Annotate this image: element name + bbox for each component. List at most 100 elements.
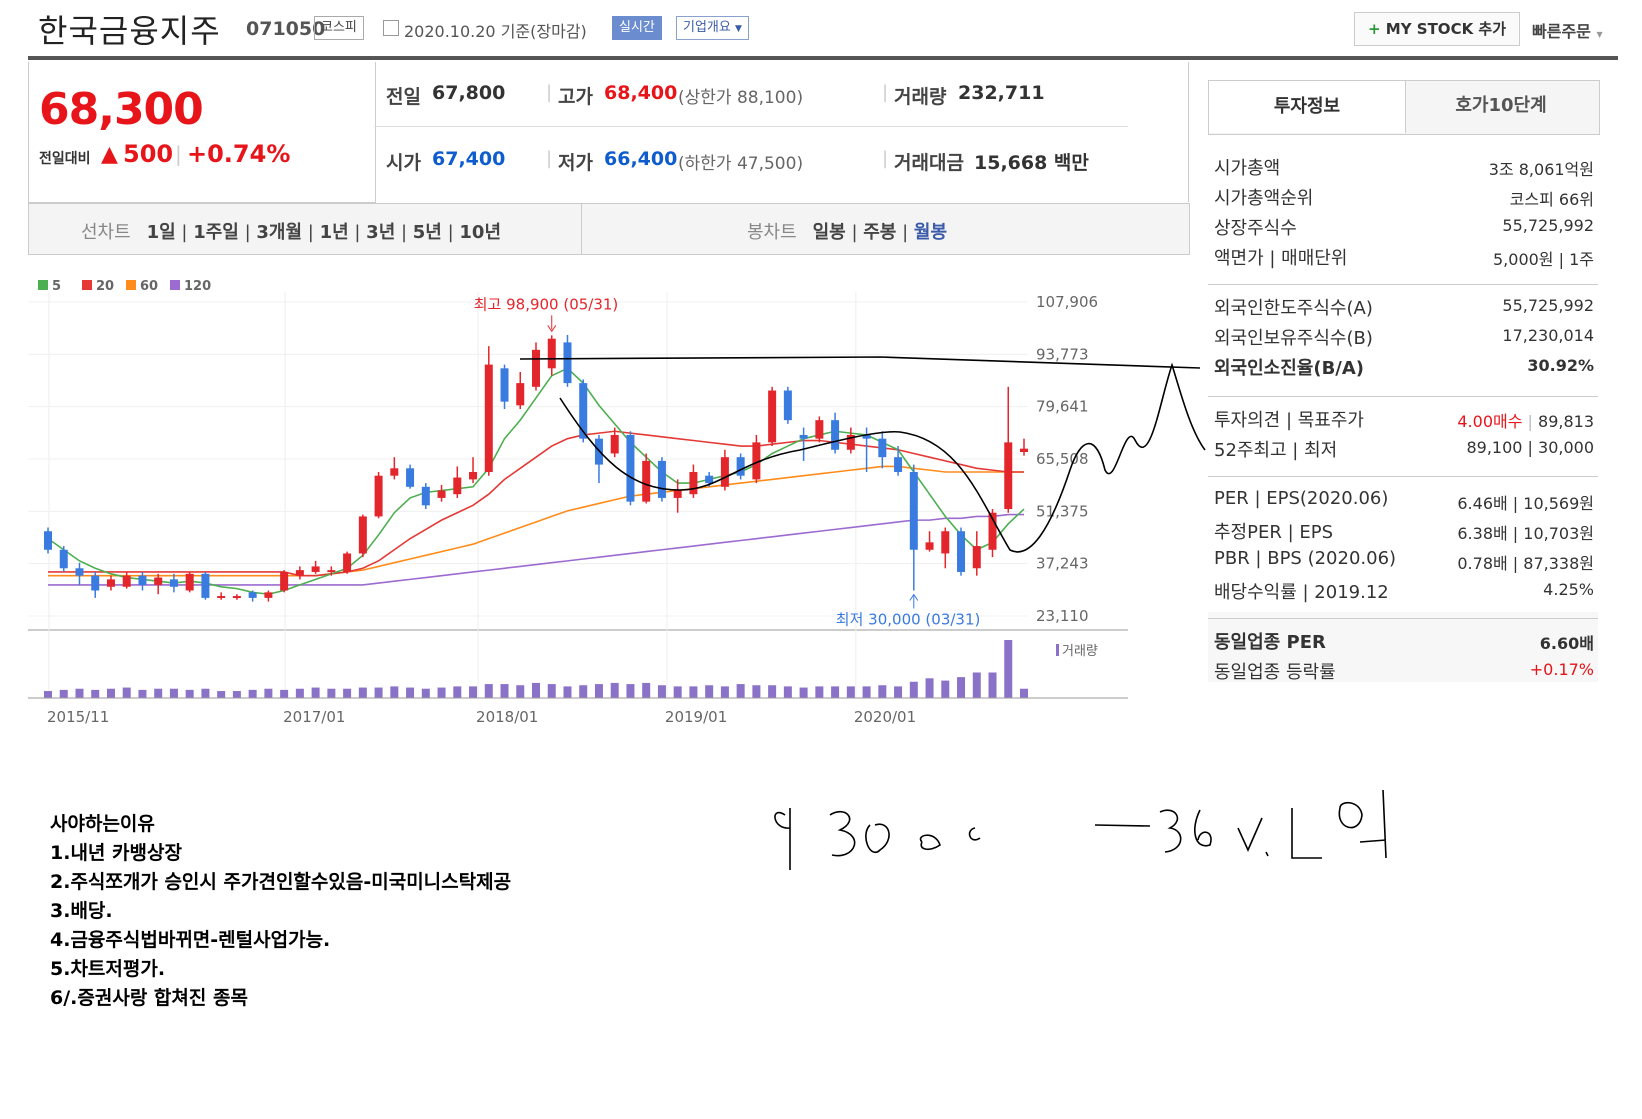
candle-body (500, 368, 509, 402)
volume-bar (831, 686, 840, 698)
volume-bar (1004, 640, 1013, 698)
info-value-text: 3조 8,061억원 (1488, 160, 1594, 179)
company-overview-dropdown[interactable]: 기업개요 ▼ (676, 16, 749, 40)
range-5y[interactable]: 5년 (412, 222, 442, 243)
candle-body (106, 579, 115, 587)
volume-bar (169, 688, 178, 698)
x-tick-label: 2020/01 (854, 708, 916, 726)
chart-legend: 5 20 60 120 (38, 279, 211, 294)
divider (1208, 618, 1598, 619)
candle-body (374, 475, 383, 517)
quick-order-button[interactable]: 빠른주문 ▼ (1532, 18, 1603, 42)
candle-body (185, 573, 194, 591)
info-label: PBR | BPS (2020.06) (1214, 548, 1397, 569)
note-item: 4.금융주식법바뀌면-렌털사업가능. (50, 929, 331, 951)
volume-bar (327, 688, 336, 698)
candle-body (91, 575, 100, 591)
legend-label: 5 (52, 279, 61, 294)
range-10y[interactable]: 10년 (459, 222, 501, 243)
range-daily[interactable]: 일봉 (812, 222, 846, 243)
range-weekly[interactable]: 주봉 (863, 222, 897, 243)
overview-label: 기업개요 (683, 20, 731, 35)
info-value-text: 17,230,014 (1502, 326, 1594, 345)
volume-bar (752, 685, 761, 698)
ma60-line (48, 465, 1024, 577)
candle-body (516, 383, 525, 406)
add-mystock-label: MY STOCK 추가 (1385, 20, 1507, 38)
candle-body (343, 553, 352, 572)
range-monthly[interactable]: 월봉 (913, 222, 948, 243)
info-value-text: +0.17% (1529, 660, 1594, 679)
chart-range-bar: 선차트 1일 | 1주일 | 3개월 | 1년 | 3년 | 5년 | 10년 … (28, 203, 1190, 255)
divider (1208, 476, 1598, 477)
volume-bar (579, 685, 588, 698)
ma5-line (47, 367, 1025, 596)
info-value: 0.78배 | 87,338원 (1457, 550, 1594, 574)
range-3y[interactable]: 3년 (366, 222, 396, 243)
candle-body (138, 575, 147, 585)
x-tick-label: 2017/01 (283, 708, 345, 726)
volume-bar (610, 682, 619, 698)
divider: | (882, 82, 889, 103)
candle-body (59, 549, 68, 569)
volume-bar (594, 684, 603, 698)
volume-bar (343, 688, 352, 698)
info-value-text: 89,813 (1538, 412, 1594, 431)
volume-bar (295, 688, 304, 698)
divider: | (1522, 412, 1539, 431)
y-tick-label: 93,773 (1036, 345, 1089, 363)
note-item: 1.내년 카뱅상장 (50, 842, 182, 864)
info-value: 3조 8,061억원 (1489, 156, 1594, 180)
range-1y[interactable]: 1년 (319, 222, 349, 243)
candle-body (831, 420, 840, 450)
upper-limit: (상한가 88,100) (678, 88, 804, 108)
info-value: 6.60배 (1540, 630, 1594, 654)
range-1w[interactable]: 1주일 (193, 222, 239, 243)
candle-body (280, 571, 289, 591)
max-arrow-head (547, 325, 557, 333)
high-value: 68,400 (604, 82, 678, 104)
volume-bar (421, 688, 430, 698)
info-label[interactable]: 시가총액순위 (1214, 188, 1314, 209)
candle-body (406, 468, 415, 487)
candle-body (862, 434, 871, 439)
candle-body (295, 570, 304, 576)
candle-body (327, 570, 336, 573)
volume-bar (783, 686, 792, 698)
chart-axes: 107,906 93,773 79,641 65,508 51,375 37,243 23,… (28, 293, 1128, 726)
add-mystock-button[interactable]: + MY STOCK 추가 (1354, 12, 1520, 46)
volume-bar (909, 681, 918, 698)
candle-body (437, 490, 446, 498)
divider: | (546, 148, 553, 169)
candle-body (154, 577, 163, 585)
info-label: 액면가 | 매매단위 (1214, 248, 1348, 269)
candle-body (390, 468, 399, 476)
info-label[interactable]: 동일업종 등락률 (1214, 662, 1336, 683)
volume-bar (862, 686, 871, 698)
range-3m[interactable]: 3개월 (256, 222, 303, 243)
realtime-button[interactable]: 실시간 (612, 16, 662, 40)
info-value-text: 6.60배 (1539, 634, 1594, 653)
info-label: 외국인보유주식수(B) (1214, 328, 1373, 349)
volume-bar (469, 686, 478, 698)
info-label[interactable]: 동일업종 PER (1214, 632, 1326, 653)
info-value-text: 30.92% (1527, 356, 1594, 375)
volume-bar (563, 686, 572, 698)
volume-label: 거래량 (1062, 644, 1098, 659)
x-tick-label: 2018/01 (476, 708, 538, 726)
candle-body (972, 546, 981, 569)
candle-body (547, 338, 556, 369)
info-value: 55,725,992 (1502, 296, 1594, 315)
y-tick-label: 51,375 (1036, 502, 1089, 520)
volume-bar (1020, 688, 1028, 698)
candle-body (594, 438, 603, 465)
line-chart-label: 선차트 (81, 222, 131, 243)
ma120-line (48, 513, 1024, 586)
candle-body (799, 434, 808, 439)
legend-swatch (170, 280, 180, 290)
tab-orderbook[interactable]: 호가10단계 (1455, 95, 1547, 116)
tab-investment-info[interactable]: 투자정보 (1208, 80, 1406, 133)
volume-bar (957, 677, 966, 698)
range-1d[interactable]: 1일 (146, 222, 176, 243)
volume-bar (437, 687, 446, 698)
